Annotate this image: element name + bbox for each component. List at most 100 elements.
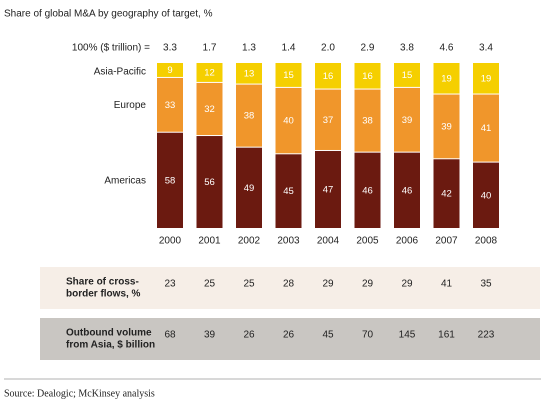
row-value: 25: [243, 279, 255, 290]
row-value: 39: [204, 330, 216, 341]
data-label: 49: [244, 183, 255, 194]
total-label: 2.9: [361, 43, 375, 54]
bar-segment: [433, 63, 460, 94]
x-tick-label: 2002: [238, 236, 261, 247]
row-value: 26: [243, 330, 255, 341]
bar-segment: [157, 132, 183, 228]
data-label: 56: [204, 177, 215, 188]
bar-segment: [315, 89, 341, 150]
bar-segment: [473, 162, 499, 228]
row-value: 68: [164, 330, 176, 341]
data-label: 33: [165, 100, 176, 111]
row-band: [40, 318, 540, 360]
data-label: 41: [481, 123, 492, 134]
data-label: 47: [323, 185, 334, 196]
total-label: 1.7: [203, 43, 217, 54]
source: Source: Dealogic; McKinsey analysis: [4, 388, 155, 399]
x-tick-label: 2004: [317, 236, 340, 247]
total-label: 1.4: [282, 43, 296, 54]
data-label: 13: [244, 68, 255, 79]
data-label: 19: [481, 73, 492, 84]
row-value: 29: [322, 279, 334, 290]
row-value: 161: [438, 330, 455, 341]
row-value: 35: [480, 279, 492, 290]
bar-segment: [157, 77, 183, 132]
data-label: 16: [362, 71, 373, 82]
data-label: 38: [362, 116, 373, 127]
bar-segment: [196, 136, 223, 228]
row-value: 70: [362, 330, 374, 341]
data-label: 12: [204, 67, 215, 78]
row-band: [40, 267, 540, 309]
bar-segment: [275, 63, 302, 87]
bar-segment: [315, 63, 341, 89]
bar-segment: [473, 63, 499, 94]
data-label: 40: [481, 190, 492, 201]
totals-label: 100% ($ trillion) =: [72, 43, 150, 54]
row-value: 45: [322, 330, 334, 341]
series-label: Asia-Pacific: [94, 67, 146, 78]
row-value: 41: [441, 279, 453, 290]
data-label: 32: [204, 104, 215, 115]
row-label: border flows, %: [66, 289, 141, 300]
bar-segment: [394, 152, 420, 228]
data-label: 15: [283, 70, 294, 81]
row-label: Outbound volume: [66, 328, 152, 339]
row-value: 29: [401, 279, 413, 290]
bar-segment: [315, 150, 341, 228]
x-tick-label: 2005: [356, 236, 379, 247]
series-label: Americas: [104, 176, 146, 187]
bar-segment: [275, 87, 302, 154]
bar-segment: [354, 152, 381, 228]
bar-segment: [433, 94, 460, 159]
bar-segment: [236, 147, 262, 228]
bar-segment: [433, 159, 460, 228]
data-label: 46: [402, 185, 413, 196]
data-label: 19: [441, 73, 452, 84]
bar-segment: [236, 63, 262, 84]
chart-title: Share of global M&A by geography of targ…: [4, 9, 213, 20]
bar-segment: [354, 89, 381, 152]
bar-segment: [394, 63, 420, 87]
total-label: 3.3: [163, 43, 177, 54]
bar-segment: [196, 63, 223, 82]
data-label: 39: [441, 121, 452, 132]
bar-segment: [236, 84, 262, 147]
x-tick-label: 2003: [277, 236, 300, 247]
data-label: 46: [362, 185, 373, 196]
data-label: 40: [283, 116, 294, 127]
row-value: 26: [283, 330, 295, 341]
x-tick-label: 2006: [396, 236, 419, 247]
bar-segment: [196, 82, 223, 136]
total-label: 4.6: [440, 43, 454, 54]
data-label: 16: [323, 71, 334, 82]
data-label: 37: [323, 115, 334, 126]
row-value: 29: [362, 279, 374, 290]
row-label: Share of cross-: [66, 277, 139, 288]
bar-segment: [275, 154, 302, 228]
data-label: 9: [167, 65, 172, 76]
data-label: 45: [283, 186, 294, 197]
data-label: 39: [402, 115, 413, 126]
total-label: 1.3: [242, 43, 256, 54]
row-value: 25: [204, 279, 216, 290]
data-label: 15: [402, 70, 413, 81]
x-tick-label: 2007: [435, 236, 458, 247]
series-label: Europe: [114, 100, 147, 111]
total-label: 2.0: [321, 43, 335, 54]
x-tick-label: 2000: [159, 236, 182, 247]
row-value: 145: [399, 330, 416, 341]
total-label: 3.8: [400, 43, 414, 54]
row-value: 28: [283, 279, 295, 290]
row-label: from Asia, $ billion: [66, 340, 155, 351]
x-tick-label: 2008: [475, 236, 498, 247]
data-label: 42: [441, 189, 452, 200]
row-value: 23: [164, 279, 176, 290]
x-tick-label: 2001: [198, 236, 221, 247]
data-label: 38: [244, 111, 255, 122]
bar-segment: [473, 94, 499, 162]
bar-segment: [354, 63, 381, 89]
bar-segment: [157, 63, 183, 77]
row-value: 223: [478, 330, 495, 341]
